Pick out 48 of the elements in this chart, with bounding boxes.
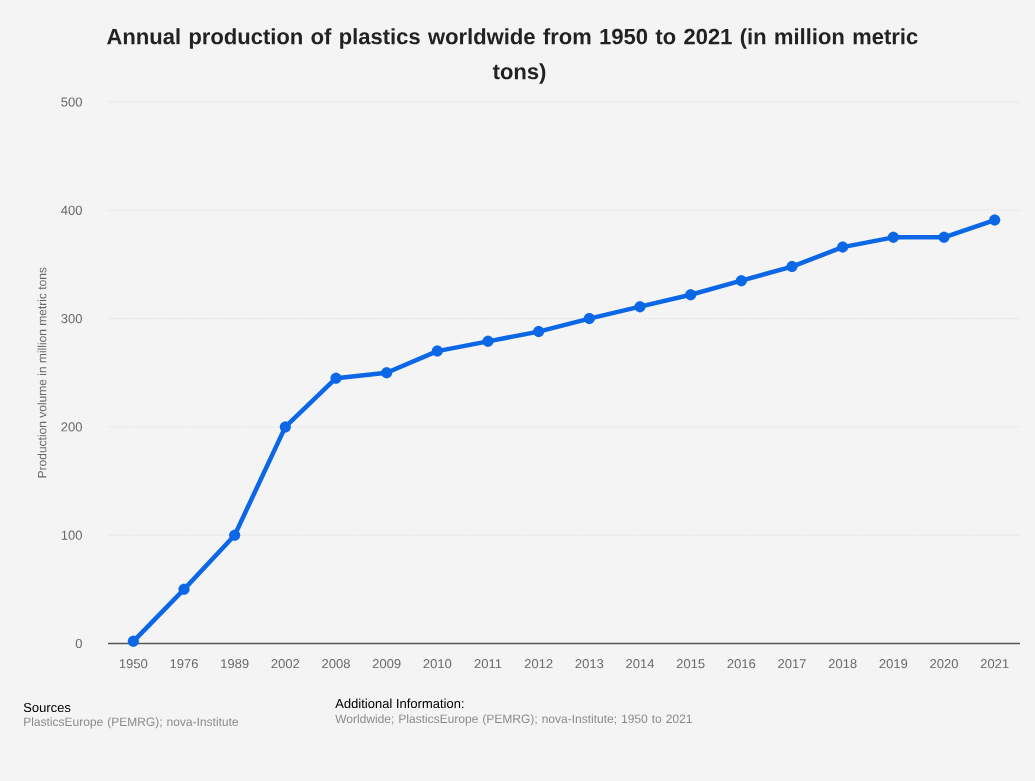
x-tick-label: 2015 (676, 659, 705, 669)
point (330, 372, 342, 384)
x-tick-label: 2021 (980, 659, 1009, 669)
point (482, 335, 494, 347)
point (786, 261, 798, 273)
y-tick-label: 100 (61, 530, 82, 540)
x-tick-label: 2010 (423, 659, 452, 669)
x-tick-label: 2019 (879, 659, 908, 669)
x-tick-label: 2008 (322, 659, 350, 669)
point (887, 231, 899, 243)
point (229, 529, 241, 541)
text: PlasticsEurope (PEMRG); nova-Institute (24, 717, 239, 729)
x-tick-label: 2017 (778, 659, 806, 669)
y-tick-label: 500 (61, 97, 82, 107)
point (634, 301, 646, 313)
text: Worldwide; PlasticsEurope (PEMRG); nova-Institute; 1950 to 2021 (335, 714, 692, 726)
x-tick-label: 2009 (372, 659, 401, 669)
x-tick-label: 2018 (828, 659, 857, 669)
x-tick-label: 1950 (119, 659, 148, 669)
point (989, 214, 1001, 226)
text: Additional Information: (335, 698, 464, 709)
text: Sources (23, 702, 71, 713)
x-tick-label: 2013 (575, 659, 604, 669)
point (178, 583, 190, 595)
point (735, 275, 747, 287)
x-tick-label: 2020 (930, 659, 958, 669)
point (127, 635, 139, 647)
point (381, 367, 393, 379)
point (431, 345, 443, 357)
y-tick-label: 200 (61, 422, 82, 432)
point (837, 241, 849, 253)
y-axis-title: Production volume in million metric tons (37, 267, 47, 478)
x-tick-label: 2002 (271, 659, 300, 669)
x-tick-label: 2011 (474, 659, 502, 669)
y-tick-label: 300 (61, 313, 82, 324)
x-tick-label: 1989 (221, 659, 249, 669)
point (685, 289, 697, 301)
point (938, 231, 950, 243)
x-tick-label: 2012 (524, 659, 553, 669)
x-tick-label: 1976 (170, 659, 198, 669)
point (279, 421, 291, 433)
x-tick-label: 2014 (626, 659, 655, 669)
point (533, 326, 545, 338)
chart-title: Annual production of plastics worldwide from 1950 to 2021 (in million metric tons) (107, 28, 918, 84)
x-tick-label: 2016 (727, 659, 756, 669)
point (583, 313, 595, 325)
y-tick-label: 400 (61, 205, 82, 215)
y-tick-label: 0 (75, 638, 82, 649)
